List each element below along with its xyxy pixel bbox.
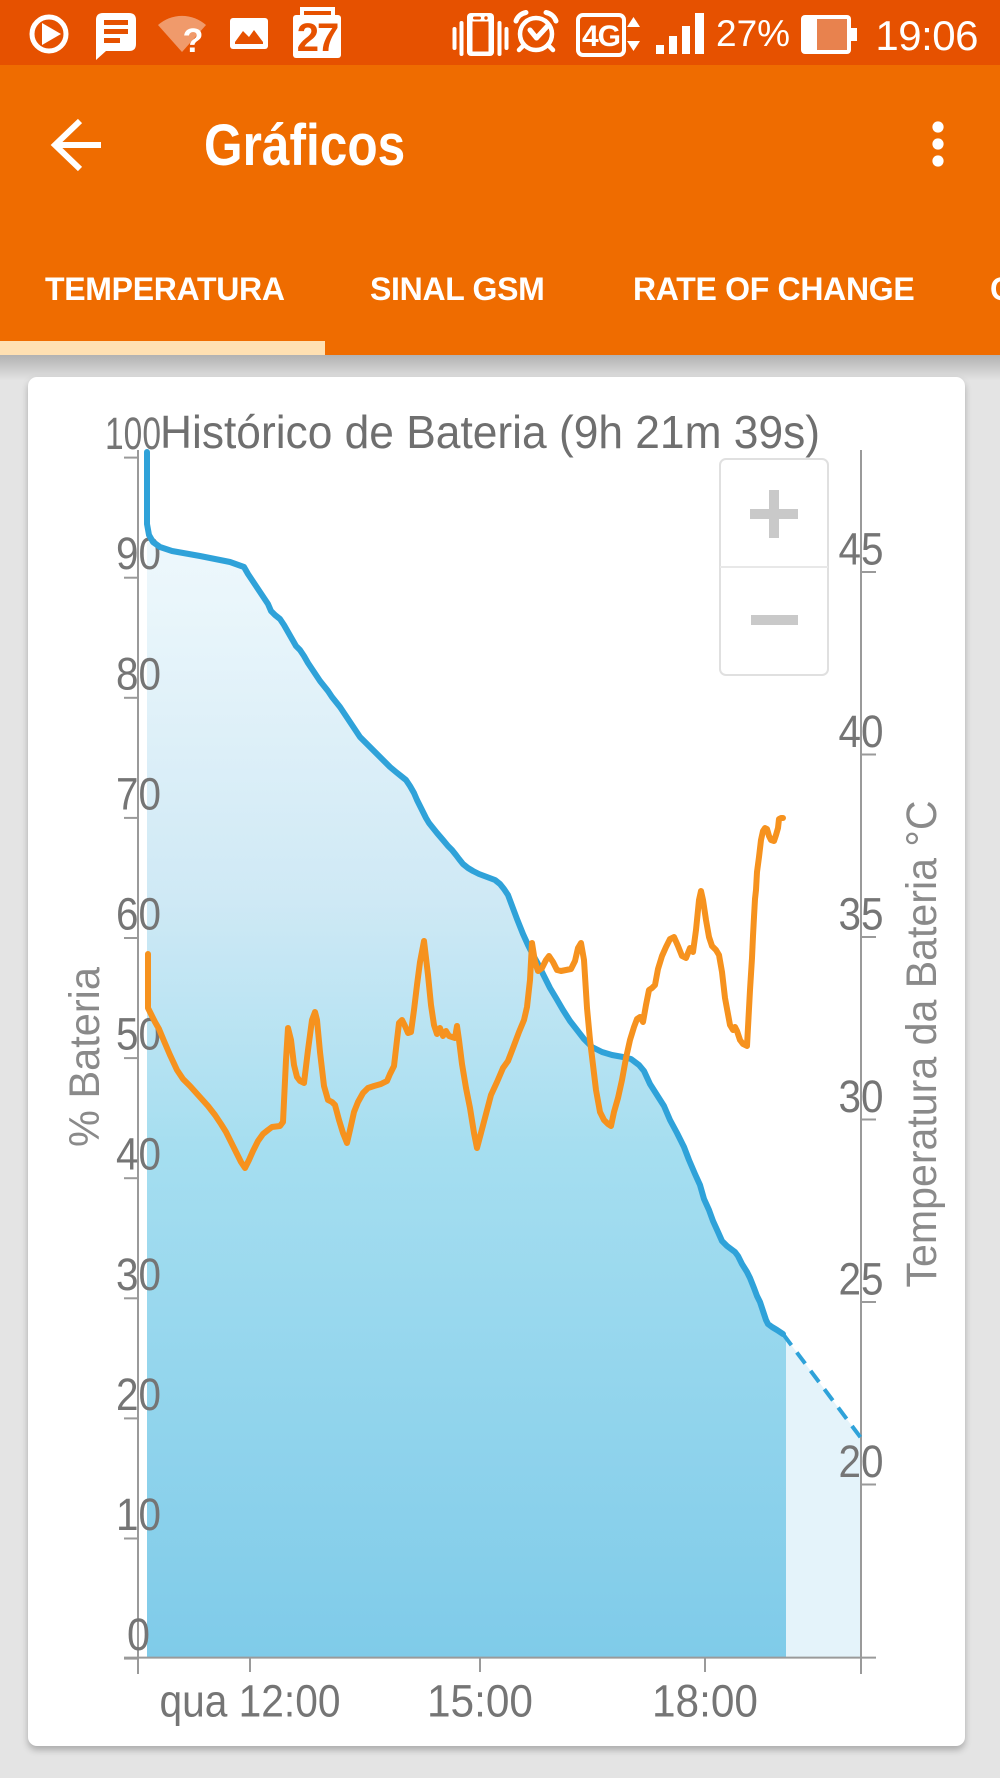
svg-text:35: 35 xyxy=(839,889,884,940)
svg-text:15:00: 15:00 xyxy=(427,1676,533,1727)
svg-text:90: 90 xyxy=(116,528,161,579)
svg-text:0: 0 xyxy=(127,1609,150,1660)
svg-text:20: 20 xyxy=(116,1369,161,1420)
svg-text:Histórico de Bateria (9h 21m 3: Histórico de Bateria (9h 21m 39s) xyxy=(160,406,820,458)
svg-text:30: 30 xyxy=(116,1249,161,1300)
svg-text:18:00: 18:00 xyxy=(652,1676,758,1727)
svg-text:Temperatura da Bateria °C: Temperatura da Bateria °C xyxy=(898,801,946,1288)
svg-text:25: 25 xyxy=(839,1254,884,1305)
svg-text:27: 27 xyxy=(297,16,338,60)
svg-text:?: ? xyxy=(183,22,204,60)
svg-text:% Bateria: % Bateria xyxy=(61,967,109,1147)
svg-text:80: 80 xyxy=(116,648,161,699)
svg-text:20: 20 xyxy=(839,1436,884,1487)
svg-text:4G: 4G xyxy=(582,20,620,53)
svg-text:60: 60 xyxy=(116,889,161,940)
svg-text:40: 40 xyxy=(116,1129,161,1180)
svg-text:40: 40 xyxy=(839,706,884,757)
svg-text:qua 12:00: qua 12:00 xyxy=(160,1676,341,1727)
svg-text:45: 45 xyxy=(839,524,884,575)
svg-text:100: 100 xyxy=(105,408,161,459)
svg-text:30: 30 xyxy=(839,1071,884,1122)
svg-text:10: 10 xyxy=(116,1489,161,1540)
svg-text:70: 70 xyxy=(116,768,161,819)
